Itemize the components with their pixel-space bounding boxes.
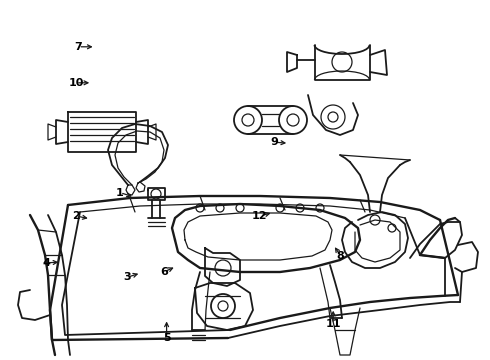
Text: 7: 7	[74, 42, 82, 52]
Text: 2: 2	[72, 211, 80, 221]
Text: 9: 9	[270, 137, 278, 147]
Text: 4: 4	[43, 258, 50, 268]
Text: 3: 3	[123, 272, 131, 282]
Text: 5: 5	[163, 333, 171, 343]
Text: 8: 8	[337, 251, 344, 261]
Text: 10: 10	[68, 78, 84, 88]
Text: 1: 1	[116, 188, 124, 198]
Text: 12: 12	[252, 211, 268, 221]
Text: 6: 6	[160, 267, 168, 277]
Text: 11: 11	[325, 319, 341, 329]
